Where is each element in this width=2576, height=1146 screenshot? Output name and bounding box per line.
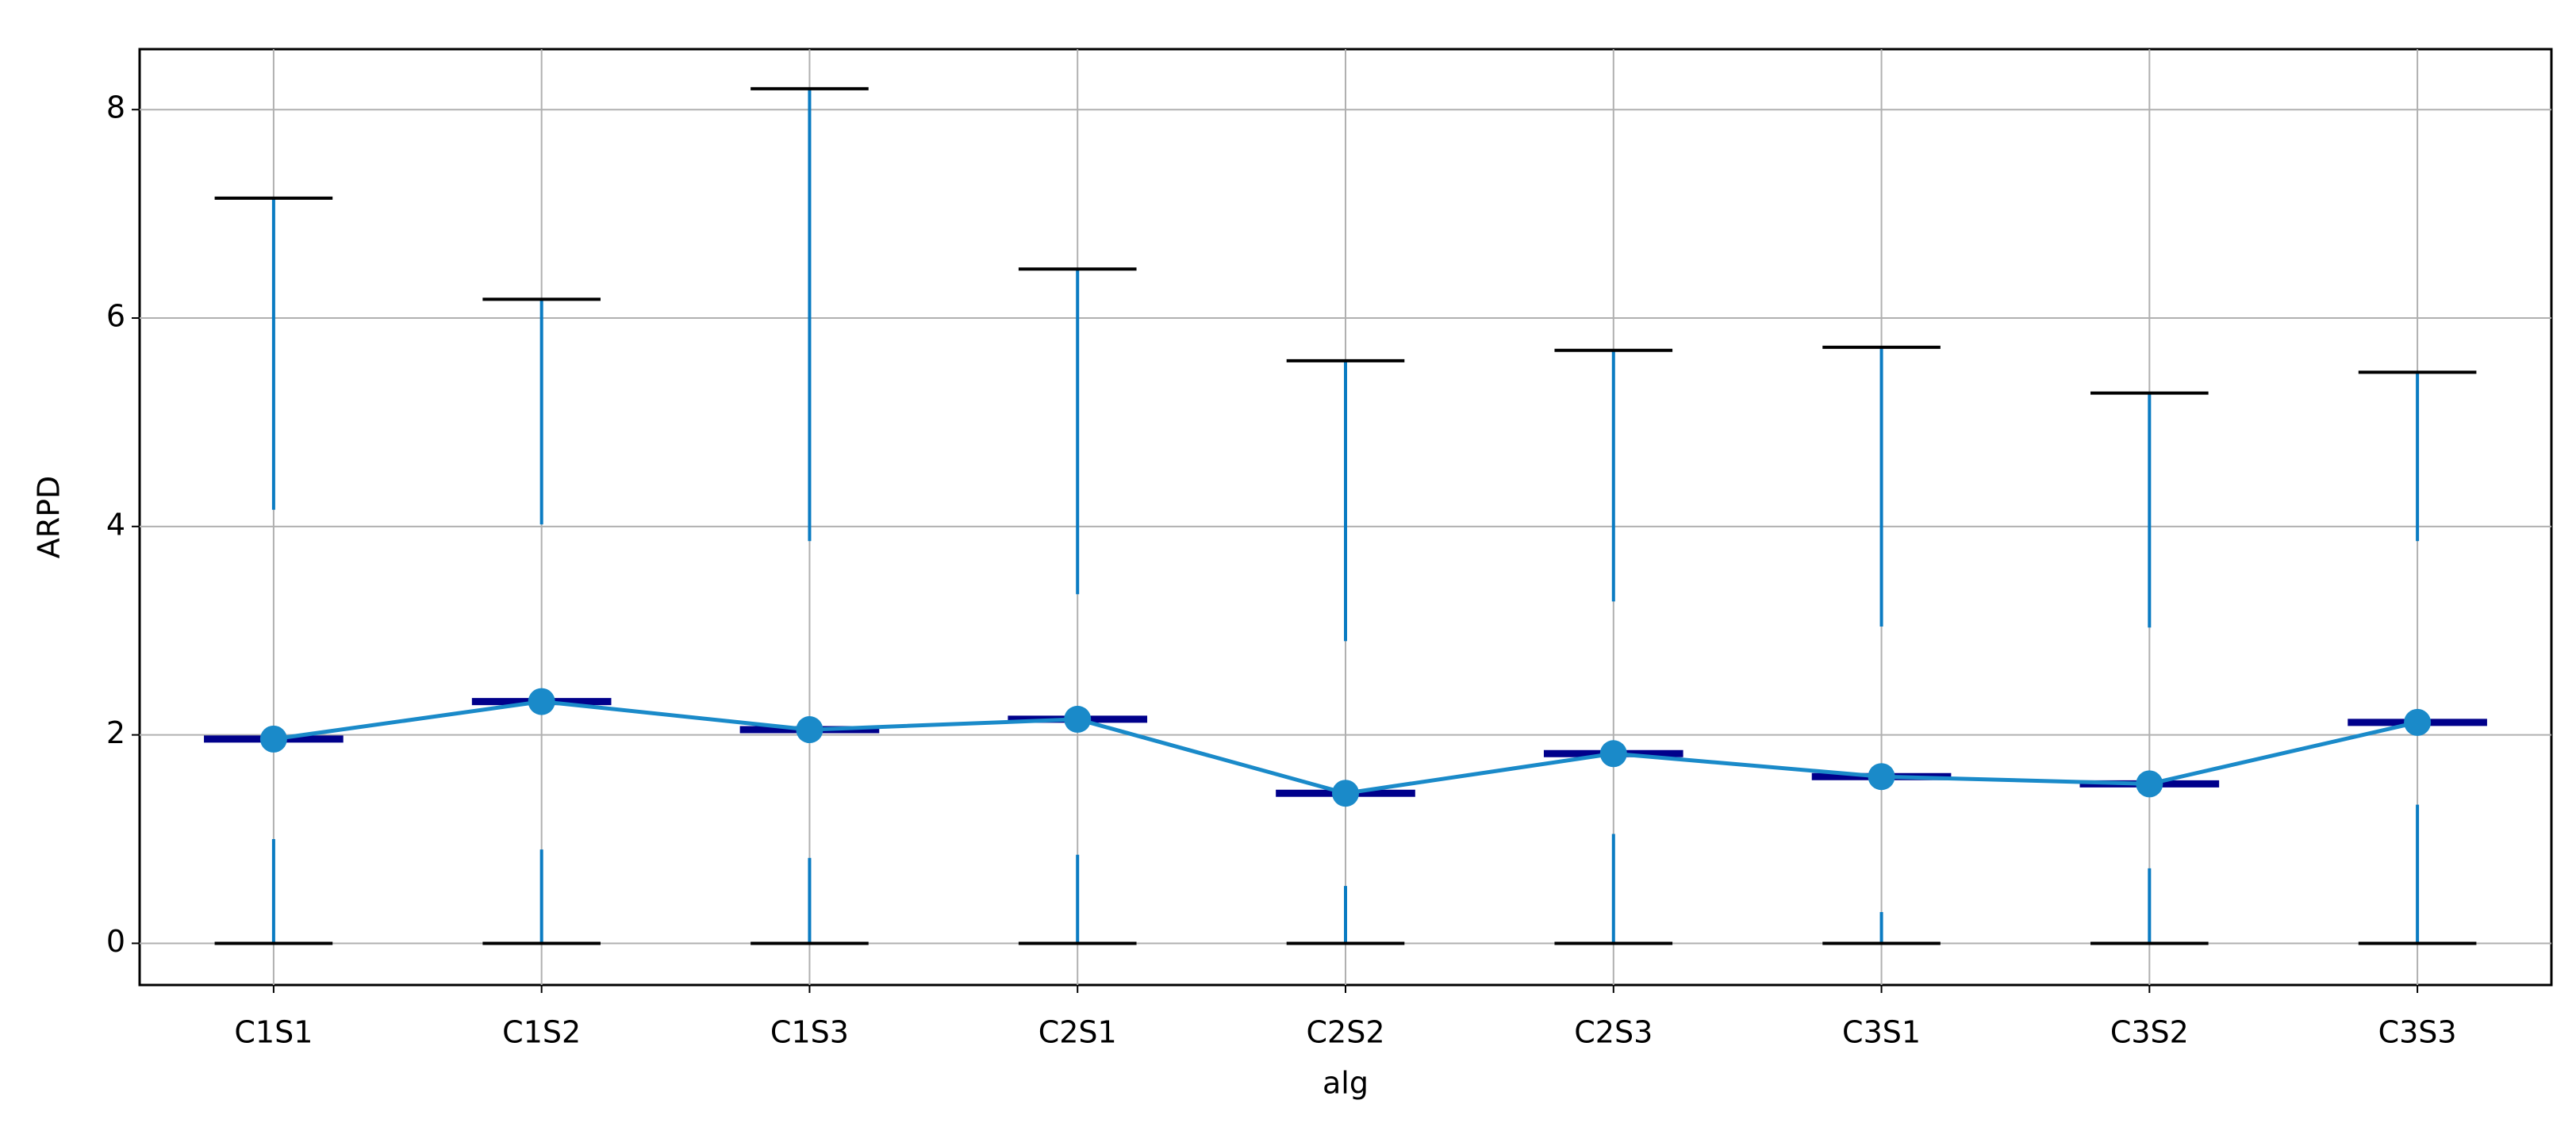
x-tick-label: C1S1 — [234, 1015, 313, 1050]
mean-marker — [1868, 763, 1895, 791]
mean-marker — [1599, 740, 1627, 768]
x-axis-label: alg — [1323, 1066, 1369, 1101]
x-tick-label: C3S2 — [2110, 1015, 2189, 1050]
mean-marker — [259, 725, 287, 753]
mean-marker — [2404, 708, 2432, 736]
x-tick-label: C1S2 — [502, 1015, 581, 1050]
x-tick-label: C2S1 — [1038, 1015, 1117, 1050]
y-axis-label: ARPD — [32, 476, 67, 559]
y-tick-label: 8 — [106, 90, 125, 125]
x-tick-label: C2S3 — [1574, 1015, 1653, 1050]
mean-marker — [2136, 770, 2163, 798]
y-tick-label: 4 — [106, 507, 125, 542]
y-tick-label: 2 — [106, 715, 125, 750]
mean-marker — [528, 688, 555, 715]
mean-marker — [1064, 705, 1092, 733]
mean-marker — [796, 716, 823, 744]
x-tick-label: C3S3 — [2378, 1015, 2457, 1050]
y-tick-label: 0 — [106, 924, 125, 959]
x-tick-label: C3S1 — [1842, 1015, 1921, 1050]
y-tick-label: 6 — [106, 299, 125, 334]
x-tick-label: C2S2 — [1306, 1015, 1384, 1050]
mean-marker — [1332, 780, 1359, 807]
x-tick-label: C1S3 — [770, 1015, 849, 1050]
